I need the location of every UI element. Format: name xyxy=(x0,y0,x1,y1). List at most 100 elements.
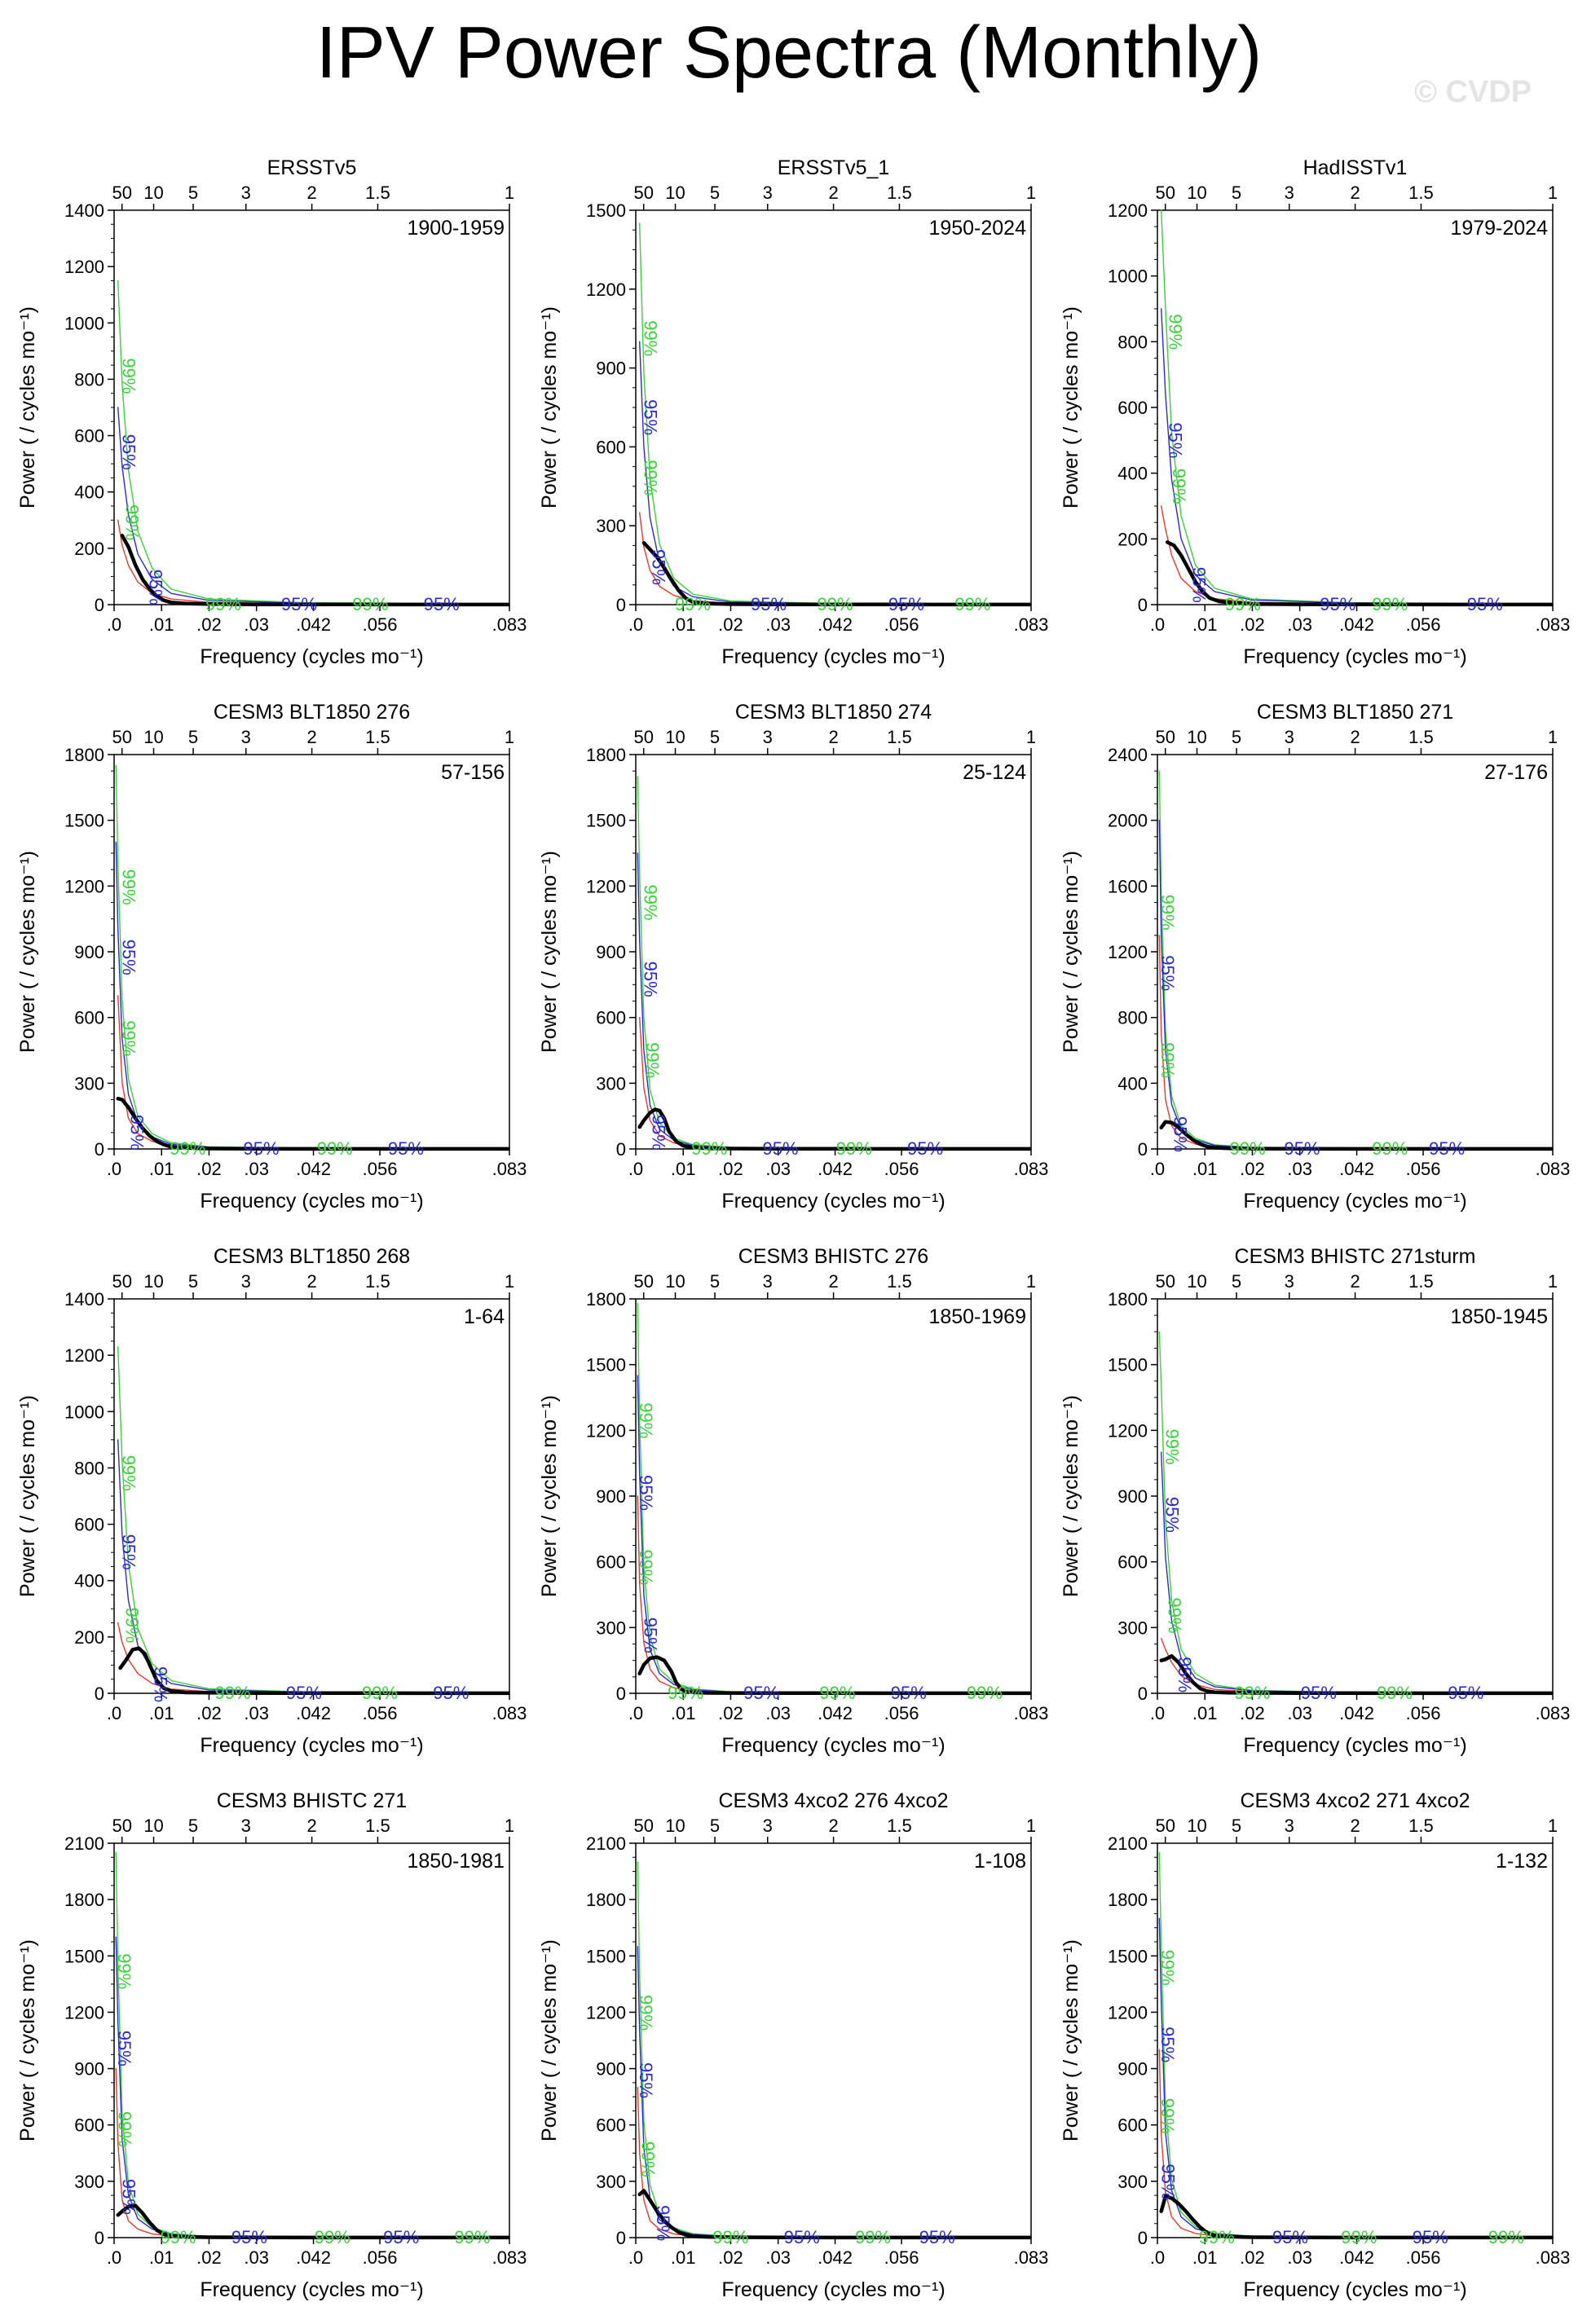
y-tick-label: 1200 xyxy=(586,279,626,300)
x-tick-label: .03 xyxy=(244,1159,269,1179)
y-tick-label: 1500 xyxy=(1108,1355,1148,1375)
x-tick-label: .01 xyxy=(671,2247,696,2268)
top-tick-label: 1.5 xyxy=(1408,183,1434,203)
sig99-label: 99% xyxy=(1164,1598,1184,1634)
sig95-label: 95% xyxy=(1157,2027,1178,2062)
sig99-label: 99% xyxy=(836,1138,872,1159)
y-tick-label: 300 xyxy=(74,2172,104,2192)
panel-title: CESM3 BHISTC 276 xyxy=(738,1245,928,1268)
top-tick-label: 5 xyxy=(710,183,720,203)
panel-title: CESM3 4xco2 276 4xco2 xyxy=(718,1789,948,1812)
sig95-label: 95% xyxy=(388,1138,424,1159)
x-tick-label: .042 xyxy=(296,1703,331,1723)
top-tick-label: 3 xyxy=(1285,1271,1294,1292)
x-tick-label: .02 xyxy=(718,614,743,635)
sig95-line xyxy=(1161,308,1552,605)
y-tick-label: 600 xyxy=(74,1515,104,1535)
y-tick-label: 400 xyxy=(74,482,104,503)
y-tick-label: 1800 xyxy=(1108,1289,1148,1309)
y-tick-label: 200 xyxy=(74,1627,104,1648)
top-tick-label: 2 xyxy=(828,183,838,203)
y-tick-label: 600 xyxy=(596,1008,626,1028)
sig95-label: 95% xyxy=(1467,594,1503,614)
sig95-label: 95% xyxy=(907,1138,943,1159)
top-tick-label: 10 xyxy=(1187,727,1206,747)
x-tick-label: .042 xyxy=(818,1159,853,1179)
x-tick-label: .03 xyxy=(244,614,269,635)
sig95-label: 95% xyxy=(784,2227,820,2247)
y-axis-label: Power ( / cycles mo⁻¹) xyxy=(538,306,561,508)
x-tick-label: .03 xyxy=(244,2247,269,2268)
y-tick-label: 1500 xyxy=(586,1946,626,1966)
x-tick-label: .03 xyxy=(1287,1703,1312,1723)
sig95-label: 95% xyxy=(1285,1138,1320,1159)
top-tick-label: 10 xyxy=(143,727,163,747)
y-tick-label: 900 xyxy=(74,942,104,962)
y-tick-label: 1500 xyxy=(586,811,626,831)
y-tick-label: 900 xyxy=(1117,1486,1148,1507)
sig95-line xyxy=(637,1375,1030,1694)
top-tick-label: 50 xyxy=(1155,183,1175,203)
y-tick-label: 2400 xyxy=(1108,745,1148,765)
top-tick-label: 50 xyxy=(112,183,131,203)
chart-panel: ERSSTv5 1900-1959 0 200 400 600 800 1000 1200 140… xyxy=(16,156,527,668)
sig99-line xyxy=(117,1346,509,1693)
red-noise-line xyxy=(1158,2049,1552,2238)
y-tick-label: 0 xyxy=(1138,2228,1148,2248)
top-tick-label: 1.5 xyxy=(887,1271,912,1292)
sig95-label: 95% xyxy=(1320,594,1355,614)
top-tick-label: 2 xyxy=(1350,183,1360,203)
top-tick-label: 1 xyxy=(505,1816,514,1836)
sig95-label: 95% xyxy=(383,2227,419,2247)
y-tick-label: 1200 xyxy=(64,1345,104,1366)
y-tick-label: 0 xyxy=(616,595,626,615)
y-tick-label: 600 xyxy=(1117,1552,1148,1573)
y-axis-label: Power ( / cycles mo⁻¹) xyxy=(538,851,561,1053)
sig95-label: 95% xyxy=(1189,567,1210,603)
y-tick-label: 1200 xyxy=(64,257,104,277)
red-noise-line xyxy=(639,512,1030,605)
sig95-label: 95% xyxy=(146,570,166,605)
sig99-label: 99% xyxy=(118,1020,139,1056)
top-tick-label: 50 xyxy=(633,1271,653,1292)
y-axis-label: Power ( / cycles mo⁻¹) xyxy=(16,1395,39,1597)
x-tick-label: .01 xyxy=(149,614,174,635)
x-tick-label: .0 xyxy=(628,1703,643,1723)
sig99-label: 99% xyxy=(691,1138,727,1159)
sig99-label: 99% xyxy=(1199,2227,1235,2247)
y-tick-label: 600 xyxy=(596,2115,626,2136)
top-tick-label: 1 xyxy=(1026,1816,1036,1836)
sig99-label: 99% xyxy=(118,1455,139,1491)
top-tick-label: 50 xyxy=(633,183,653,203)
top-tick-label: 1.5 xyxy=(1408,1816,1434,1836)
x-tick-label: .056 xyxy=(1406,1703,1441,1723)
x-axis-label: Frequency (cycles mo⁻¹) xyxy=(721,645,945,668)
sig95-line xyxy=(1161,1451,1552,1694)
x-tick-label: .02 xyxy=(1240,1703,1265,1723)
y-tick-label: 600 xyxy=(1117,2115,1148,2136)
top-tick-label: 50 xyxy=(112,1816,131,1836)
top-tick-label: 5 xyxy=(188,183,198,203)
panel-title: HadISSTv1 xyxy=(1303,156,1408,179)
sig99-label: 99% xyxy=(642,1042,663,1078)
y-tick-label: 1200 xyxy=(1108,200,1148,221)
y-tick-label: 1800 xyxy=(586,1289,626,1309)
period-label: 1850-1969 xyxy=(928,1305,1026,1328)
x-tick-label: .02 xyxy=(1240,1159,1265,1179)
y-tick-label: 1000 xyxy=(1108,266,1148,287)
x-tick-label: .01 xyxy=(1192,2247,1218,2268)
y-tick-label: 1800 xyxy=(1108,1890,1148,1910)
sig95-label: 95% xyxy=(640,1618,660,1653)
sig95-label: 95% xyxy=(114,2031,134,2067)
top-tick-label: 1.5 xyxy=(1408,1271,1434,1292)
x-axis-label: Frequency (cycles mo⁻¹) xyxy=(1243,2278,1466,2301)
x-tick-label: .042 xyxy=(818,2247,853,2268)
x-tick-label: .03 xyxy=(1287,2247,1312,2268)
x-tick-label: .042 xyxy=(818,614,853,635)
top-tick-label: 1.5 xyxy=(365,183,390,203)
sig95-label: 95% xyxy=(648,549,668,585)
y-tick-label: 400 xyxy=(74,1571,104,1591)
sig95-label: 95% xyxy=(281,594,317,614)
spectrum-line xyxy=(118,1646,510,1696)
x-tick-label: .056 xyxy=(884,1703,919,1723)
